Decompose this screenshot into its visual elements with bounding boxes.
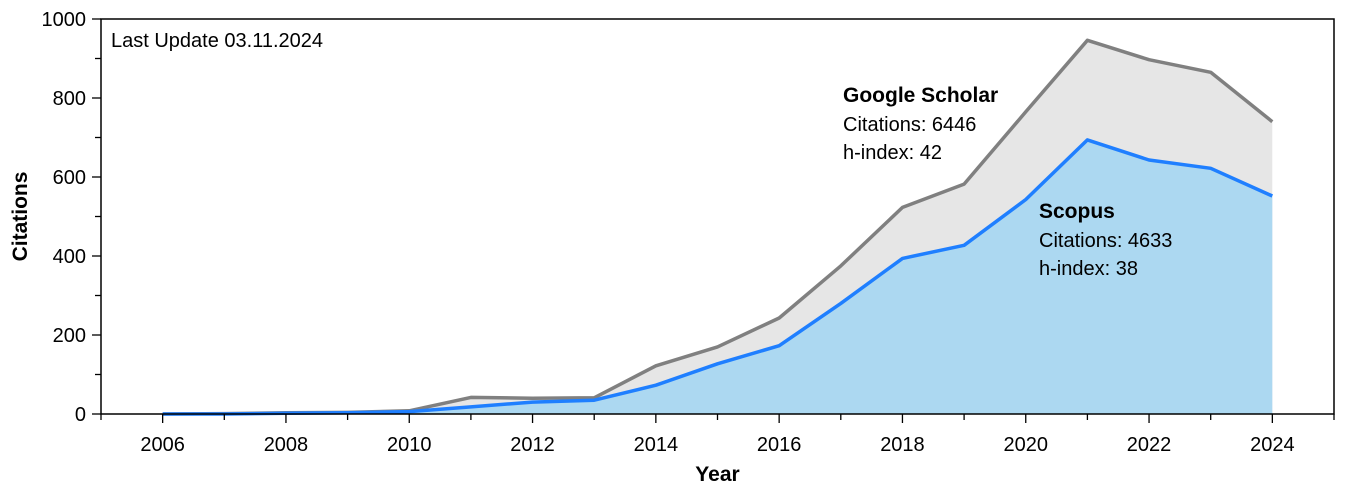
- scopus-h-index: h-index: 38: [1039, 258, 1138, 280]
- google-scholar-annotation-title: Google Scholar: [843, 84, 998, 107]
- x-tick-label: 2024: [1250, 434, 1295, 456]
- y-tick-label: 400: [53, 246, 86, 268]
- y-tick-label: 200: [53, 325, 86, 347]
- area-layer: [162, 40, 1273, 415]
- x-tick-label: 2020: [1004, 434, 1049, 456]
- line-layer: [162, 38, 1274, 416]
- scopus-annotation-title: Scopus: [1039, 200, 1115, 223]
- x-tick-label: 2016: [757, 434, 802, 456]
- google-scholar-h-index: h-index: 42: [843, 142, 942, 164]
- scopus-line: [162, 138, 1274, 416]
- y-axis-title: Citations: [9, 172, 32, 262]
- x-tick-label: 2022: [1127, 434, 1172, 456]
- x-axis: 2006 2008 2010 2012 2014 2016 2018 2020 2022 2024: [100, 414, 1335, 456]
- x-tick-label: 2006: [140, 434, 185, 456]
- google-scholar-citations: Citations: 6446: [843, 114, 976, 136]
- google-scholar-annotation: Google Scholar Citations: 6446 h-index: …: [843, 84, 998, 164]
- scopus-annotation: Scopus Citations: 4633 h-index: 38: [1039, 200, 1172, 280]
- scopus-citations: Citations: 4633: [1039, 230, 1172, 252]
- y-tick-label: 0: [75, 404, 86, 426]
- y-tick-label: 1000: [42, 9, 87, 31]
- x-tick-label: 2008: [264, 434, 309, 456]
- x-tick-label: 2014: [634, 434, 679, 456]
- y-tick-label: 600: [53, 167, 86, 189]
- x-tick-label: 2018: [880, 434, 925, 456]
- y-axis: 0 200 400 600 800 1000: [42, 9, 101, 426]
- x-tick-label: 2010: [387, 434, 432, 456]
- y-tick-label: 800: [53, 88, 86, 110]
- scopus-area: [162, 139, 1273, 414]
- x-tick-label: 2012: [510, 434, 555, 456]
- x-axis-title: Year: [695, 463, 739, 486]
- last-update-note: Last Update 03.11.2024: [111, 30, 323, 52]
